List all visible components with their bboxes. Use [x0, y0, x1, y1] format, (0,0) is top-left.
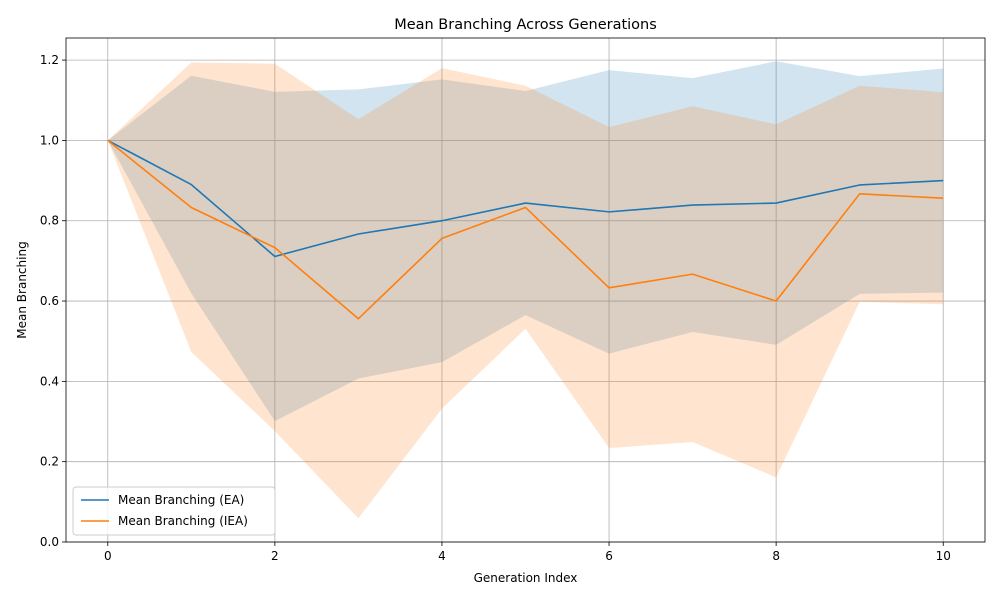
y-tick-label: 0.8 — [40, 214, 59, 228]
plot-frame — [65, 37, 986, 543]
y-axis-title: Mean Branching — [15, 241, 29, 338]
axis-ticks: 0 2 4 6 8 10 0.0 0.2 0.4 0.6 0.8 1.0 1.2 — [40, 53, 951, 563]
x-tick-label: 2 — [271, 549, 279, 563]
chart-title: Mean Branching Across Generations — [394, 17, 657, 33]
x-tick-label: 0 — [104, 549, 112, 563]
y-tick-label: 1.2 — [40, 53, 59, 67]
legend: Mean Branching (EA) Mean Branching (IEA) — [72, 486, 276, 536]
y-tick-label: 1.0 — [40, 133, 59, 147]
legend-label: Mean Branching (EA) — [118, 493, 244, 507]
confidence-bands — [107, 61, 944, 519]
series-lines — [107, 139, 944, 320]
band-series-0 — [107, 61, 944, 422]
y-tick-label: 0.0 — [40, 535, 59, 549]
y-tick-label: 0.6 — [40, 294, 59, 308]
y-tick-label: 0.4 — [40, 374, 59, 388]
y-tick-label: 0.2 — [40, 455, 59, 469]
x-tick-label: 4 — [438, 549, 446, 563]
x-tick-label: 10 — [936, 549, 951, 563]
legend-label: Mean Branching (IEA) — [118, 514, 248, 528]
x-tick-label: 6 — [605, 549, 613, 563]
legend-box — [72, 486, 276, 536]
x-axis-title: Generation Index — [474, 571, 578, 585]
x-tick-label: 8 — [772, 549, 780, 563]
band-series-1 — [107, 62, 944, 519]
